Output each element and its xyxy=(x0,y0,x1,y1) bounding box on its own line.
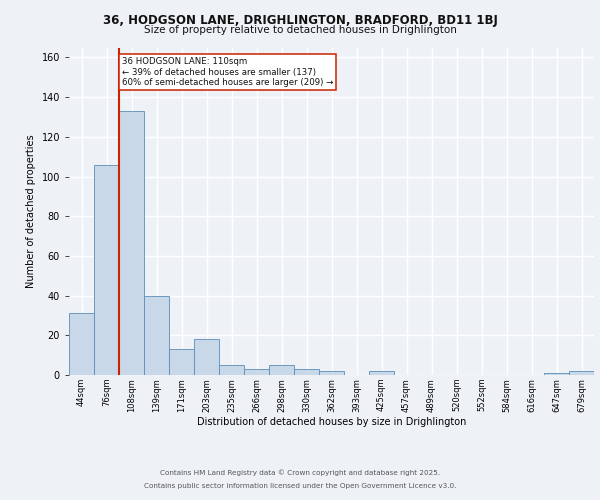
Bar xyxy=(294,369,319,375)
Bar xyxy=(94,164,119,375)
Text: 36 HODGSON LANE: 110sqm
← 39% of detached houses are smaller (137)
60% of semi-d: 36 HODGSON LANE: 110sqm ← 39% of detache… xyxy=(122,58,334,87)
Bar xyxy=(569,371,594,375)
Bar xyxy=(269,365,294,375)
Bar xyxy=(319,371,344,375)
Bar xyxy=(544,373,569,375)
Bar xyxy=(119,111,144,375)
Bar xyxy=(144,296,169,375)
Text: 36, HODGSON LANE, DRIGHLINGTON, BRADFORD, BD11 1BJ: 36, HODGSON LANE, DRIGHLINGTON, BRADFORD… xyxy=(103,14,497,27)
Text: Contains public sector information licensed under the Open Government Licence v3: Contains public sector information licen… xyxy=(144,483,456,489)
Bar xyxy=(244,369,269,375)
Bar xyxy=(169,349,194,375)
Bar xyxy=(369,371,394,375)
Bar xyxy=(219,365,244,375)
Bar xyxy=(69,314,94,375)
X-axis label: Distribution of detached houses by size in Drighlington: Distribution of detached houses by size … xyxy=(197,417,466,427)
Text: Size of property relative to detached houses in Drighlington: Size of property relative to detached ho… xyxy=(143,25,457,35)
Text: Contains HM Land Registry data © Crown copyright and database right 2025.: Contains HM Land Registry data © Crown c… xyxy=(160,470,440,476)
Y-axis label: Number of detached properties: Number of detached properties xyxy=(26,134,36,288)
Bar xyxy=(194,340,219,375)
